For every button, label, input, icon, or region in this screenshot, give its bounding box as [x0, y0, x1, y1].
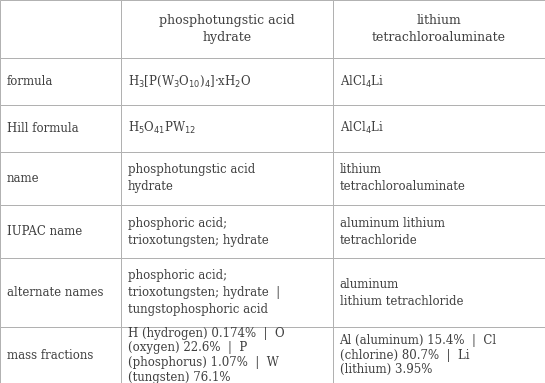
Text: (oxygen) 22.6%  |  P: (oxygen) 22.6% | P	[128, 342, 247, 354]
Text: lithium
tetrachloroaluminate: lithium tetrachloroaluminate	[372, 14, 506, 44]
Text: aluminum lithium
tetrachloride: aluminum lithium tetrachloride	[340, 216, 445, 247]
Text: H$_3$[P(W$_3$O$_{10}$)$_4$]·xH$_2$O: H$_3$[P(W$_3$O$_{10}$)$_4$]·xH$_2$O	[128, 74, 251, 89]
Bar	[0, 58, 121, 105]
Bar	[121, 152, 333, 205]
Bar	[0, 152, 121, 205]
Bar	[333, 152, 545, 205]
Bar	[121, 58, 333, 105]
Text: alternate names: alternate names	[7, 286, 103, 299]
Bar	[0, 105, 121, 152]
Bar	[121, 258, 333, 327]
Bar	[333, 327, 545, 383]
Text: aluminum
lithium tetrachloride: aluminum lithium tetrachloride	[340, 278, 463, 308]
Bar	[0, 258, 121, 327]
Text: IUPAC name: IUPAC name	[7, 225, 82, 238]
Text: phosphotungstic acid
hydrate: phosphotungstic acid hydrate	[128, 163, 255, 193]
Bar	[121, 327, 333, 383]
Bar	[121, 105, 333, 152]
Text: mass fractions: mass fractions	[7, 349, 93, 362]
Bar	[333, 105, 545, 152]
Text: H (hydrogen) 0.174%  |  O: H (hydrogen) 0.174% | O	[128, 327, 284, 340]
Text: phosphoric acid;
trioxotungsten; hydrate: phosphoric acid; trioxotungsten; hydrate	[128, 216, 268, 247]
Bar	[0, 0, 121, 58]
Text: formula: formula	[7, 75, 53, 88]
Text: (tungsten) 76.1%: (tungsten) 76.1%	[128, 371, 230, 383]
Bar	[0, 205, 121, 258]
Bar	[333, 58, 545, 105]
Text: Al (aluminum) 15.4%  |  Cl: Al (aluminum) 15.4% | Cl	[340, 334, 496, 347]
Text: H$_5$O$_{41}$PW$_{12}$: H$_5$O$_{41}$PW$_{12}$	[128, 120, 196, 136]
Text: name: name	[7, 172, 39, 185]
Text: AlCl$_4$Li: AlCl$_4$Li	[340, 74, 384, 90]
Bar	[333, 0, 545, 58]
Bar	[121, 0, 333, 58]
Text: (chlorine) 80.7%  |  Li: (chlorine) 80.7% | Li	[340, 349, 469, 362]
Bar	[333, 205, 545, 258]
Text: lithium
tetrachloroaluminate: lithium tetrachloroaluminate	[340, 163, 465, 193]
Text: Hill formula: Hill formula	[7, 122, 78, 135]
Text: (phosphorus) 1.07%  |  W: (phosphorus) 1.07% | W	[128, 356, 278, 369]
Bar	[121, 205, 333, 258]
Text: (lithium) 3.95%: (lithium) 3.95%	[340, 363, 432, 376]
Bar	[333, 258, 545, 327]
Text: phosphoric acid;
trioxotungsten; hydrate  |
tungstophosphoric acid: phosphoric acid; trioxotungsten; hydrate…	[128, 269, 280, 316]
Text: AlCl$_4$Li: AlCl$_4$Li	[340, 120, 384, 136]
Bar	[0, 327, 121, 383]
Text: phosphotungstic acid
hydrate: phosphotungstic acid hydrate	[159, 14, 295, 44]
